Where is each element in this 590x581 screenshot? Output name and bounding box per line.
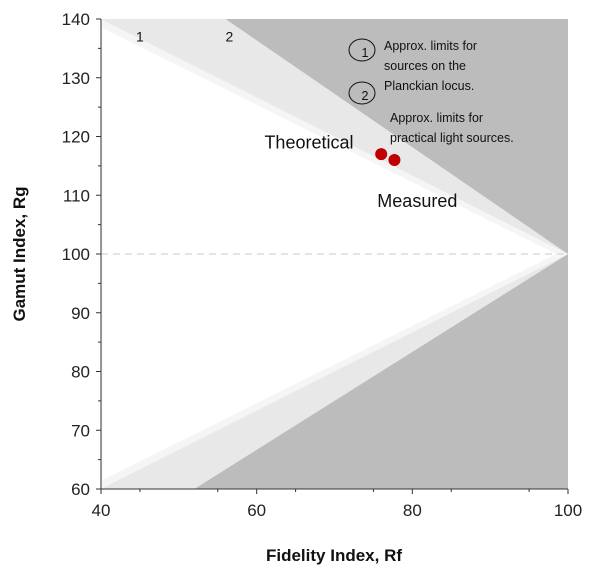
note-1-marker: 1 bbox=[362, 46, 369, 60]
y-tick-label: 130 bbox=[62, 69, 90, 88]
measured-label: Measured bbox=[377, 191, 457, 211]
note-1-text-line: Approx. limits for bbox=[384, 39, 477, 53]
y-tick-label: 120 bbox=[62, 128, 90, 147]
y-axis-title: Gamut Index, Rg bbox=[10, 186, 29, 321]
y-tick-label: 80 bbox=[71, 363, 90, 382]
region-1-label: 1 bbox=[136, 29, 144, 45]
note-2-text-line: Approx. limits for bbox=[390, 111, 483, 125]
y-tick-label: 140 bbox=[62, 10, 90, 29]
note-2-circle bbox=[348, 81, 376, 105]
note-1-text-line: sources on the bbox=[384, 59, 466, 73]
x-tick-label: 80 bbox=[403, 501, 422, 520]
x-tick-label: 40 bbox=[92, 501, 111, 520]
note-2-marker: 2 bbox=[362, 89, 369, 103]
note-1-text-line: Planckian locus. bbox=[384, 79, 474, 93]
theoretical-label: Theoretical bbox=[264, 132, 353, 152]
x-tick-label: 100 bbox=[554, 501, 582, 520]
note-1-circle bbox=[348, 38, 376, 62]
y-tick-label: 110 bbox=[63, 186, 90, 205]
x-axis-title: Fidelity Index, Rf bbox=[266, 546, 402, 565]
data-point bbox=[388, 154, 401, 166]
y-tick-label: 100 bbox=[62, 245, 90, 264]
x-tick-label: 60 bbox=[247, 501, 266, 520]
y-tick-label: 70 bbox=[71, 421, 90, 440]
region-2-label: 2 bbox=[226, 29, 234, 45]
y-tick-label: 90 bbox=[71, 304, 90, 323]
data-point bbox=[375, 148, 388, 161]
note-2-text-line: practical light sources. bbox=[390, 131, 514, 145]
y-tick-label: 60 bbox=[71, 480, 90, 499]
